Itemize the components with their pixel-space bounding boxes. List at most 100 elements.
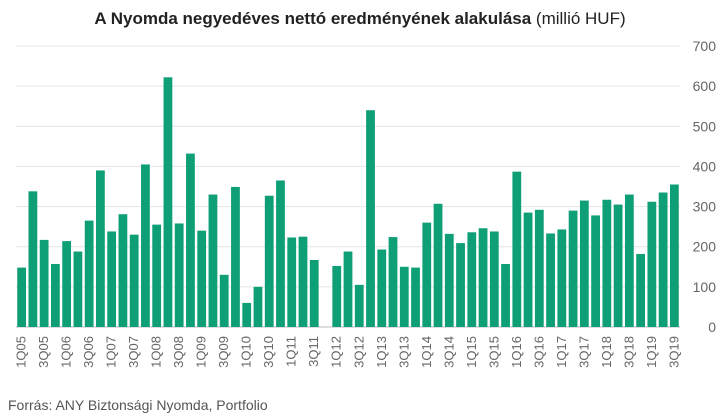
bar-1Q15 xyxy=(467,232,477,327)
bar-2Q15 xyxy=(478,228,488,327)
bar-1Q17 xyxy=(557,229,567,327)
bar-1Q10 xyxy=(242,302,252,327)
x-tick-label: 1Q10 xyxy=(239,336,254,368)
x-tick-label: 3Q13 xyxy=(396,336,411,368)
bar-2Q13 xyxy=(388,237,398,327)
bar-2Q12 xyxy=(343,251,353,327)
y-tick-label: 100 xyxy=(693,279,717,295)
x-tick-label: 3Q08 xyxy=(171,336,186,368)
bars xyxy=(17,77,679,327)
x-tick-label: 1Q19 xyxy=(644,336,659,368)
bar-2Q10 xyxy=(253,286,263,327)
bar-1Q08 xyxy=(152,224,162,327)
bar-2Q17 xyxy=(568,210,578,327)
bar-1Q11 xyxy=(287,237,297,327)
x-tick-label: 1Q13 xyxy=(374,336,389,368)
bar-2Q16 xyxy=(523,212,533,327)
x-tick-label: 3Q10 xyxy=(261,336,276,368)
bar-1Q09 xyxy=(197,230,207,327)
x-tick-label: 1Q08 xyxy=(149,336,164,368)
bar-4Q12 xyxy=(366,110,375,327)
x-tick-label: 3Q11 xyxy=(306,336,321,367)
y-tick-label: 300 xyxy=(693,199,717,215)
x-tick-label: 1Q05 xyxy=(14,336,29,368)
bar-2Q06 xyxy=(73,251,83,327)
bar-1Q07 xyxy=(107,231,117,327)
bar-3Q17 xyxy=(579,200,589,327)
bar-2Q09 xyxy=(208,194,218,327)
bar-4Q13 xyxy=(411,267,420,327)
bar-3Q19 xyxy=(669,184,679,327)
bar-3Q05 xyxy=(39,239,49,327)
x-tick-label: 3Q06 xyxy=(81,336,96,368)
bar-4Q06 xyxy=(96,170,105,327)
x-tick-label: 3Q05 xyxy=(36,336,51,368)
bar-4Q14 xyxy=(456,243,465,327)
bar-1Q14 xyxy=(422,222,432,327)
bar-1Q18 xyxy=(602,199,612,327)
x-tick-label: 3Q07 xyxy=(126,336,141,368)
y-tick-label: 200 xyxy=(693,239,717,255)
bar-1Q05 xyxy=(17,267,27,327)
chart-title-unit: (millió HUF) xyxy=(535,9,626,28)
bar-1Q16 xyxy=(512,171,522,327)
x-tick-label: 3Q19 xyxy=(666,336,681,368)
x-tick-label: 1Q14 xyxy=(419,336,434,368)
x-axis-ticks: 1Q05 3Q05 1Q06 3Q06 1Q07 3Q07 1Q08 3Q08 1Q09 3Q09… xyxy=(14,336,682,368)
bar-4Q07 xyxy=(141,164,150,327)
bar-1Q12 xyxy=(332,265,342,327)
bar-4Q16 xyxy=(546,233,555,327)
bar-3Q06 xyxy=(84,220,94,327)
x-tick-label: 3Q17 xyxy=(576,336,591,368)
bar-2Q11 xyxy=(298,236,308,327)
bar-3Q09 xyxy=(219,274,229,327)
bar-2Q18 xyxy=(613,204,623,327)
bar-3Q16 xyxy=(534,209,544,327)
bar-1Q19 xyxy=(647,201,657,327)
bar-3Q15 xyxy=(489,231,499,327)
bar-3Q13 xyxy=(399,266,409,327)
y-tick-label: 600 xyxy=(693,78,717,94)
bar-2Q08 xyxy=(163,77,173,327)
x-tick-label: 3Q09 xyxy=(216,336,231,368)
x-tick-label: 1Q06 xyxy=(59,336,74,368)
x-tick-label: 1Q15 xyxy=(464,336,479,368)
y-tick-label: 700 xyxy=(693,38,717,54)
x-tick-label: 1Q12 xyxy=(329,336,344,368)
y-axis-ticks: 0 100 200 300 400 500 600 700 xyxy=(693,38,717,335)
bar-4Q17 xyxy=(591,215,600,327)
bar-3Q08 xyxy=(174,223,184,327)
y-tick-label: 0 xyxy=(708,319,716,335)
bar-3Q10 xyxy=(264,195,274,327)
bar-4Q05 xyxy=(51,263,60,327)
bar-3Q12 xyxy=(354,284,364,327)
x-tick-label: 1Q18 xyxy=(599,336,614,368)
bar-4Q08 xyxy=(186,153,195,327)
x-tick-label: 1Q11 xyxy=(284,336,299,367)
y-tick-label: 400 xyxy=(693,158,717,174)
bar-3Q14 xyxy=(444,233,454,327)
y-tick-label: 500 xyxy=(693,118,717,134)
x-tick-label: 3Q16 xyxy=(531,336,546,368)
x-tick-label: 1Q17 xyxy=(554,336,569,368)
x-tick-label: 3Q18 xyxy=(621,336,636,368)
chart-title-main: A Nyomda negyedéves nettó eredményének a… xyxy=(94,9,532,28)
bar-4Q15 xyxy=(501,263,510,327)
x-tick-label: 1Q07 xyxy=(104,336,119,368)
bar-1Q06 xyxy=(62,241,72,327)
bar-4Q18 xyxy=(636,253,645,327)
x-tick-label: 1Q16 xyxy=(509,336,524,368)
bar-3Q11 xyxy=(309,259,319,327)
x-tick-label: 3Q15 xyxy=(486,336,501,368)
bar-3Q18 xyxy=(624,194,634,327)
bar-2Q07 xyxy=(118,214,128,327)
bar-3Q07 xyxy=(129,234,139,327)
bar-2Q19 xyxy=(658,192,668,327)
chart-title: A Nyomda negyedéves nettó eredményének a… xyxy=(0,9,720,29)
source-note: Forrás: ANY Biztonsági Nyomda, Portfolio xyxy=(8,397,268,413)
x-tick-label: 1Q09 xyxy=(194,336,209,368)
x-tick-label: 3Q12 xyxy=(351,336,366,368)
bar-2Q14 xyxy=(433,203,443,327)
bar-4Q10 xyxy=(276,180,285,327)
